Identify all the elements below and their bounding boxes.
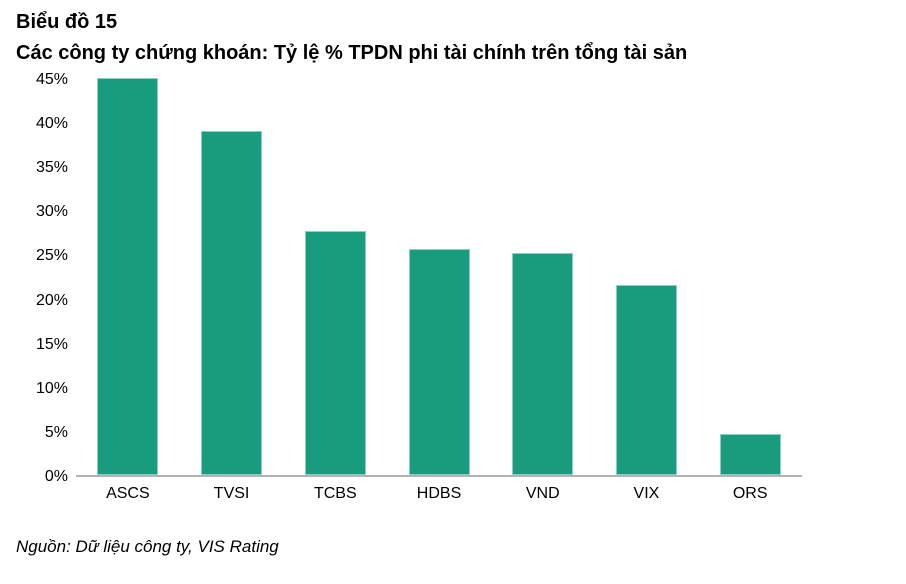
x-axis-category-label: VND	[525, 485, 560, 502]
bar-vnd	[512, 252, 574, 475]
y-axis-tick-label: 10%	[35, 379, 68, 397]
bar-slot	[283, 80, 387, 475]
plot-area	[76, 78, 802, 477]
bar-slot	[698, 80, 802, 475]
x-axis-category-label: TVSI	[213, 485, 250, 502]
y-axis-tick-label: 30%	[35, 203, 68, 221]
bar-ors	[719, 434, 781, 475]
x-axis-category-label: HDBS	[416, 485, 462, 502]
x-axis-category-label: ORS	[732, 485, 768, 502]
y-axis-tick-label: 35%	[35, 159, 68, 177]
y-axis: 45% 40% 35% 30% 25% 20% 15% 10% 5% 0%	[16, 71, 68, 485]
chart-title: Biểu đồ 15	[16, 11, 118, 33]
chart-subtitle: Các công ty chứng khoán: Tỷ lệ % TPDN ph…	[16, 42, 688, 64]
bar-slot	[76, 78, 180, 475]
y-axis-tick-label: 0%	[44, 468, 68, 485]
bar-tvsi	[201, 130, 263, 475]
bar-ascs	[97, 78, 159, 475]
bar-slot	[180, 80, 284, 475]
y-axis-tick-label: 15%	[35, 335, 68, 353]
x-axis-category-label: VIX	[633, 485, 660, 502]
bar-tcbs	[304, 230, 366, 475]
bar-hdbs	[408, 249, 470, 475]
x-axis-category-label: ASCS	[106, 485, 150, 502]
x-axis-labels: ASCS TVSI TCBS HDBS VND VIX ORS	[76, 485, 802, 503]
y-axis-tick-label: 45%	[35, 71, 68, 88]
bar-slot	[595, 80, 699, 475]
x-axis-category-label: TCBS	[313, 485, 357, 502]
y-axis-tick-label: 25%	[35, 247, 68, 265]
chart-header: Biểu đồ 15 Các công ty chứng khoán: Tỷ l…	[0, 0, 906, 66]
source-note: Nguồn: Dữ liệu công ty, VIS Rating	[16, 537, 279, 556]
bar-chart: 45% 40% 35% 30% 25% 20% 15% 10% 5% 0% ASCS TVSI TCB…	[16, 71, 890, 532]
bar-slot	[387, 80, 491, 475]
y-axis-tick-label: 5%	[44, 423, 68, 441]
bar-vix	[615, 285, 677, 475]
bar-slot	[491, 80, 595, 475]
y-axis-tick-label: 40%	[35, 115, 68, 133]
y-axis-tick-label: 20%	[35, 291, 68, 309]
